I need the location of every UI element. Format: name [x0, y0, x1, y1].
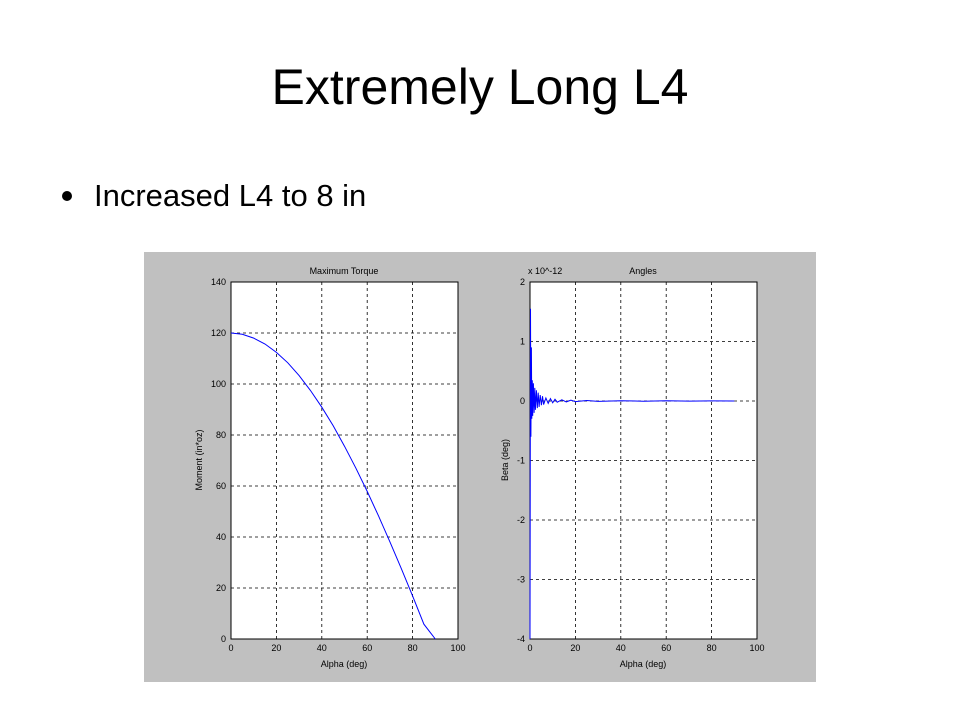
y-tick-label: 1: [520, 337, 525, 347]
y-tick-label: 140: [211, 277, 226, 287]
x-tick-label: 20: [570, 643, 580, 653]
series-line-beta: [529, 308, 735, 640]
y-tick-label: 100: [211, 379, 226, 389]
y-tick-label: 0: [221, 634, 226, 644]
x-tick-label: 0: [228, 643, 233, 653]
y-axis-label: Beta (deg): [500, 439, 510, 481]
slide-title: Extremely Long L4: [271, 59, 689, 115]
y-tick-label: 80: [216, 430, 226, 440]
bullet-dot-icon: [62, 191, 72, 201]
x-tick-label: 0: [527, 643, 532, 653]
plot-area: [230, 281, 459, 640]
x-tick-label: 80: [408, 643, 418, 653]
x-tick-label: 40: [317, 643, 327, 653]
y-axis-label: Moment (in*oz): [194, 429, 204, 490]
chart-title: Maximum Torque: [310, 266, 379, 276]
x-tick-label: 40: [616, 643, 626, 653]
y-tick-label: 120: [211, 328, 226, 338]
x-tick-label: 100: [450, 643, 465, 653]
y-tick-label: 40: [216, 532, 226, 542]
y-tick-label: -3: [517, 575, 525, 585]
y-tick-label: -1: [517, 456, 525, 466]
y-tick-label: 60: [216, 481, 226, 491]
x-axis-label: Alpha (deg): [321, 659, 368, 669]
chart-title: Angles: [629, 266, 657, 276]
x-axis-label: Alpha (deg): [620, 659, 667, 669]
x-tick-label: 20: [271, 643, 281, 653]
chart-angles: 0 20 40 60 80 100 -4 -3 -2 -1 0 1 2 Angles Alpha (de…: [500, 266, 765, 669]
x-tick-label: 60: [661, 643, 671, 653]
y-tick-label: 2: [520, 277, 525, 287]
y-tick-label: 0: [520, 396, 525, 406]
bullet-text: Increased L4 to 8 in: [94, 178, 367, 213]
y-scale-factor: x 10^-12: [528, 266, 562, 276]
x-tick-label: 60: [362, 643, 372, 653]
chart-torque: 0 20 40 60 80 100 0 20 40 60 80 100 120 140 Maximum T…: [194, 266, 466, 669]
bullet-item: Increased L4 to 8 in: [62, 178, 366, 214]
figure-panel: 0 20 40 60 80 100 0 20 40 60 80 100 120 140 Maximum T…: [144, 252, 816, 682]
y-tick-label: 20: [216, 583, 226, 593]
x-tick-label: 100: [749, 643, 764, 653]
series-line-moment: [230, 332, 436, 640]
y-tick-label: -4: [517, 634, 525, 644]
x-tick-label: 80: [707, 643, 717, 653]
y-tick-label: -2: [517, 515, 525, 525]
